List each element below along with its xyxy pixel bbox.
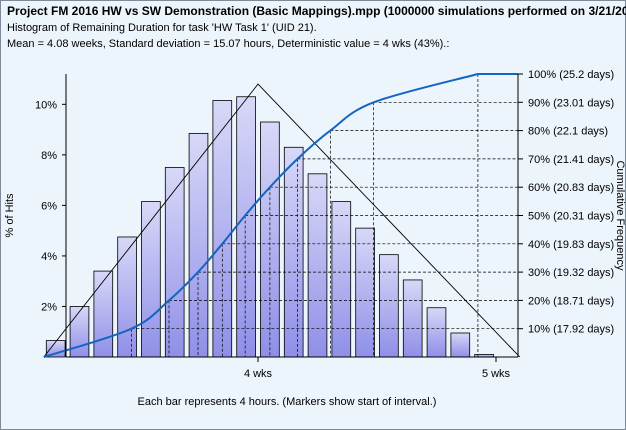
histogram-bar	[117, 236, 137, 358]
percentile-label: 60% (20.83 days)	[528, 182, 614, 194]
histogram-bar	[236, 96, 256, 358]
histogram-bar	[426, 307, 447, 358]
histogram-bar	[69, 306, 90, 358]
percentile-label: 90% (23.01 days)	[528, 97, 614, 109]
percentile-label: 100% (25.2 days)	[528, 69, 614, 81]
x-tick-label: 4 wks	[244, 368, 273, 380]
y-tick-label: 6%	[41, 200, 57, 212]
histogram-bar	[188, 132, 209, 358]
histogram-bar	[379, 254, 399, 358]
y-axis-title: % of Hits	[4, 193, 16, 238]
x-axis-title: Each bar represents 4 hours. (Markers sh…	[138, 396, 437, 408]
percentile-label: 50% (20.31 days)	[528, 211, 614, 223]
chart-subtitle: Histogram of Remaining Duration for task…	[7, 22, 317, 34]
percentile-label: 30% (19.32 days)	[528, 267, 614, 279]
percentile-label: 10% (17.92 days)	[528, 324, 614, 336]
histogram-bar	[450, 332, 471, 358]
histogram-bar	[355, 227, 375, 358]
histogram-bar	[307, 173, 328, 358]
histogram-bar	[402, 279, 423, 358]
chart-stats: Mean = 4.08 weeks, Standard deviation = …	[7, 38, 450, 50]
histogram-bar	[283, 146, 304, 358]
percentile-label: 40% (19.83 days)	[528, 239, 614, 251]
histogram-bar	[212, 100, 233, 358]
right-axis-title: Cumulative Frequency	[614, 160, 625, 271]
y-tick-label: 10%	[35, 99, 57, 111]
histogram-bar	[331, 201, 352, 358]
cumulative-frequency-curve	[43, 73, 518, 358]
histogram-bar	[141, 201, 161, 358]
y-tick-label: 2%	[41, 301, 57, 313]
y-tick-label: 4%	[41, 251, 57, 263]
triangular-distribution-line	[43, 83, 521, 358]
percentile-label: 70% (21.41 days)	[528, 154, 614, 166]
chart-title: Project FM 2016 HW vs SW Demonstration (…	[7, 4, 626, 18]
x-tick-label: 5 wks	[482, 368, 511, 380]
histogram-bar	[93, 270, 114, 358]
y-tick-label: 8%	[41, 150, 57, 162]
percentile-label: 80% (22.1 days)	[528, 126, 608, 138]
percentile-label: 20% (18.71 days)	[528, 295, 614, 307]
